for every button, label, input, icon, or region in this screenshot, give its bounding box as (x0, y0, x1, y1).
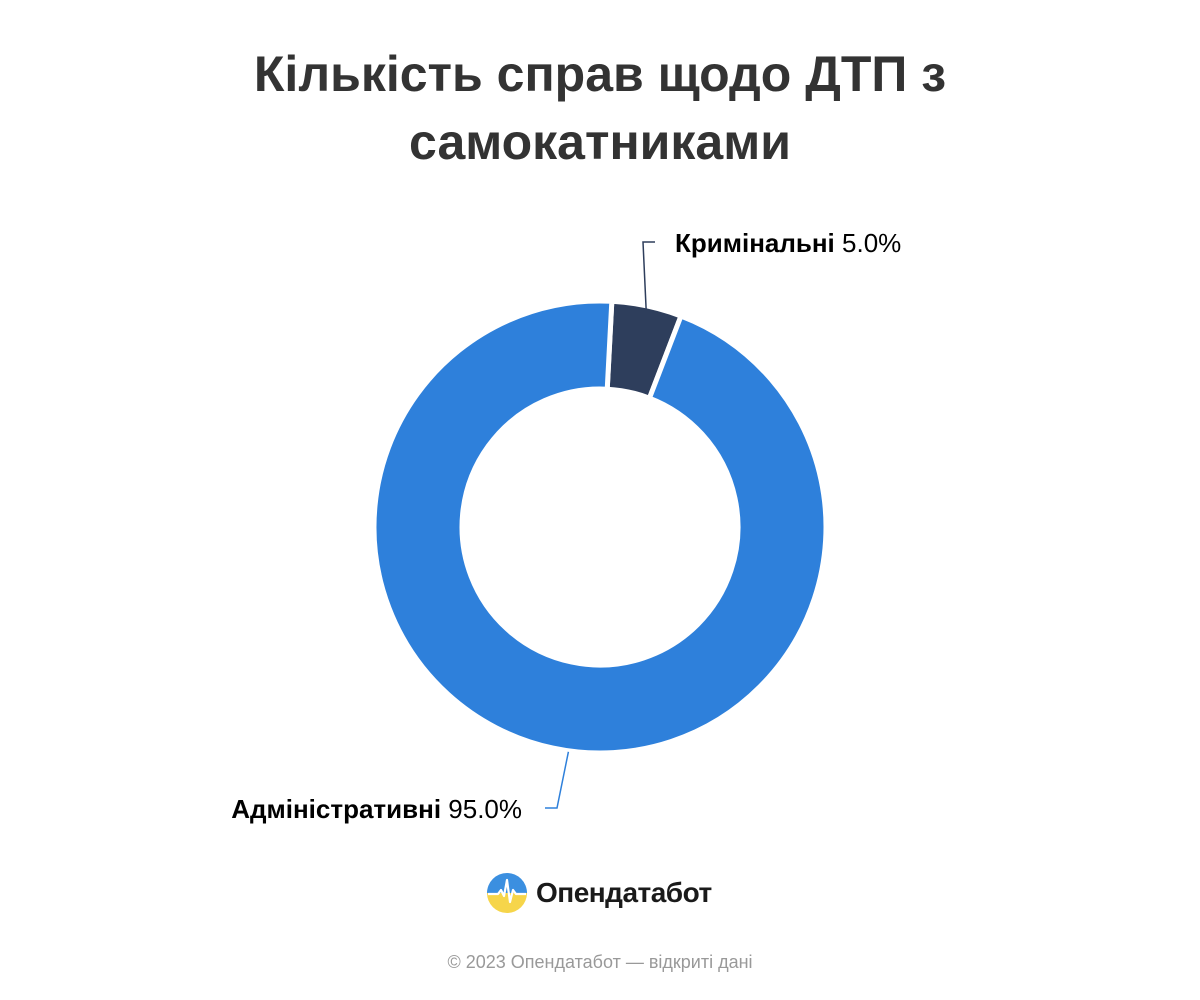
leader-line-0 (642, 241, 655, 310)
slice-label-1: Адміністративні 95.0% (231, 794, 522, 824)
slice-label-value: 95.0% (441, 794, 522, 824)
slice-label-value: 5.0% (835, 228, 902, 258)
donut-slices (371, 298, 829, 756)
brand-logo: Опендатабот (486, 870, 712, 916)
leader-line-1 (545, 751, 570, 809)
slice-label-name: Кримінальні (675, 228, 835, 258)
opendatabot-logo-icon (487, 873, 527, 913)
footer-copyright: © 2023 Опендатабот — відкриті дані (447, 952, 753, 972)
slice-labels: Кримінальні 5.0% Адміністративні 95.0% (231, 228, 901, 824)
chart-title: Кількість справ щодо ДТП з самокатниками (253, 46, 947, 170)
slice-label-0: Кримінальні 5.0% (675, 228, 901, 258)
brand-logo-text: Опендатабот (536, 877, 712, 908)
donut-slice-1 (371, 298, 829, 756)
leader-lines (545, 241, 655, 809)
slice-label-name: Адміністративні (231, 794, 441, 824)
